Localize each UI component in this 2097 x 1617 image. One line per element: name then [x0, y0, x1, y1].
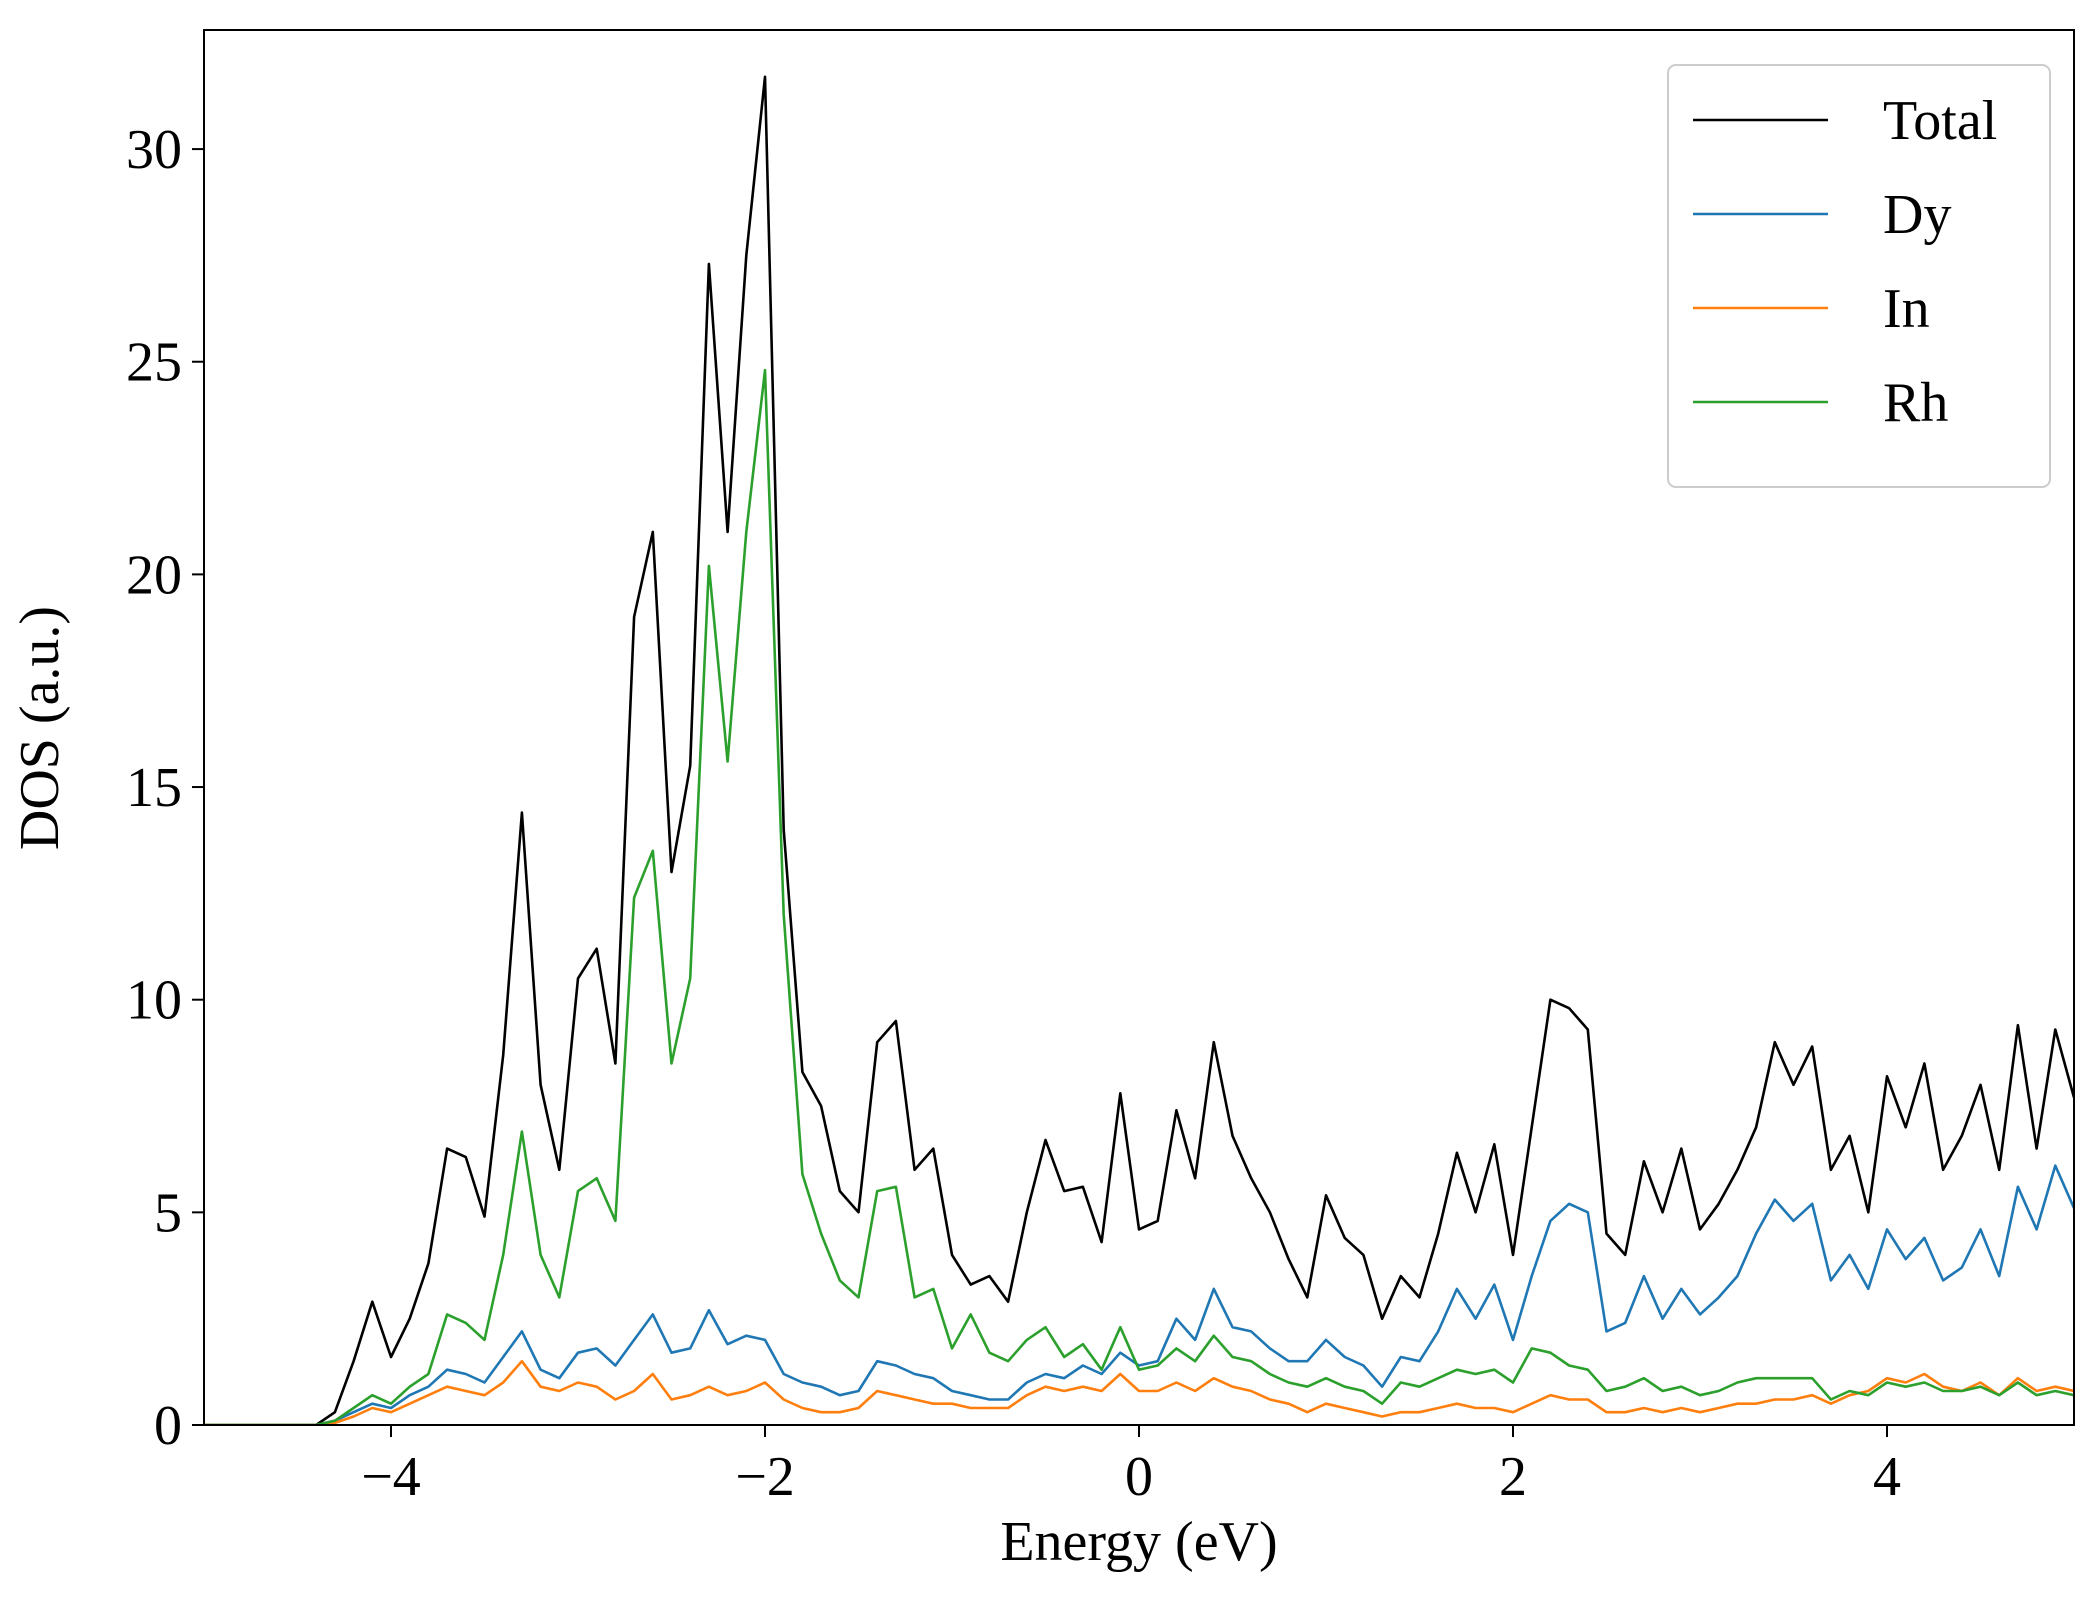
- y-tick-label: 30: [126, 119, 182, 181]
- x-tick-label: −2: [735, 1446, 795, 1508]
- y-axis-label: DOS (a.u.): [9, 606, 71, 850]
- legend-label: In: [1883, 278, 1930, 340]
- series-line: [204, 368, 2074, 1425]
- legend-label: Dy: [1883, 184, 1951, 246]
- y-tick-label: 10: [126, 970, 182, 1032]
- legend-label: Rh: [1883, 372, 1948, 434]
- legend-box: [1667, 64, 2051, 488]
- x-tick-label: 4: [1873, 1446, 1901, 1508]
- x-tick-label: 0: [1125, 1446, 1153, 1508]
- series-line: [204, 75, 2074, 1425]
- y-tick-label: 20: [126, 544, 182, 606]
- series-line: [204, 1359, 2074, 1425]
- y-tick-label: 0: [154, 1395, 182, 1457]
- plot-frame: [203, 29, 2075, 1426]
- x-tick-label: −4: [361, 1446, 421, 1508]
- y-tick-label: 25: [126, 332, 182, 394]
- x-axis-label: Energy (eV): [1000, 1511, 1277, 1573]
- y-tick-label: 5: [154, 1182, 182, 1244]
- series-line: [204, 1164, 2074, 1425]
- legend-label: Total: [1883, 90, 1997, 152]
- x-tick-label: 2: [1499, 1446, 1527, 1508]
- y-tick-label: 15: [126, 757, 182, 819]
